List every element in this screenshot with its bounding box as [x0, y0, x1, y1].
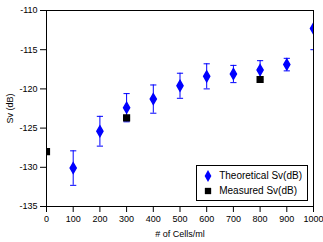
svg-text:700: 700 — [226, 214, 241, 224]
html-text:Theoretical Sv(dB): Theoretical Sv(dB) — [219, 170, 302, 181]
svg-text:300: 300 — [119, 214, 134, 224]
svg-text:-115: -115 — [20, 45, 37, 55]
svg-text:100: 100 — [66, 214, 81, 224]
svg-text:900: 900 — [279, 214, 294, 224]
svg-text:1000: 1000 — [303, 214, 323, 224]
svg-text:-110: -110 — [20, 5, 37, 15]
html-text:Measured Sv(dB): Measured Sv(dB) — [219, 185, 297, 196]
svg-text:200: 200 — [92, 214, 107, 224]
svg-text:0: 0 — [44, 214, 49, 224]
svg-text:800: 800 — [253, 214, 268, 224]
svg-text:-130: -130 — [19, 162, 37, 172]
svg-text:500: 500 — [172, 214, 187, 224]
svg-text:-125: -125 — [19, 123, 37, 133]
svg-text:-135: -135 — [19, 201, 37, 211]
svg-text:600: 600 — [199, 214, 214, 224]
svg-text:-120: -120 — [19, 84, 37, 94]
svg-text:400: 400 — [146, 214, 161, 224]
svg-text:# of Cells/ml: # of Cells/ml — [155, 229, 205, 239]
svg-text:Sv (dB): Sv (dB) — [5, 93, 15, 123]
